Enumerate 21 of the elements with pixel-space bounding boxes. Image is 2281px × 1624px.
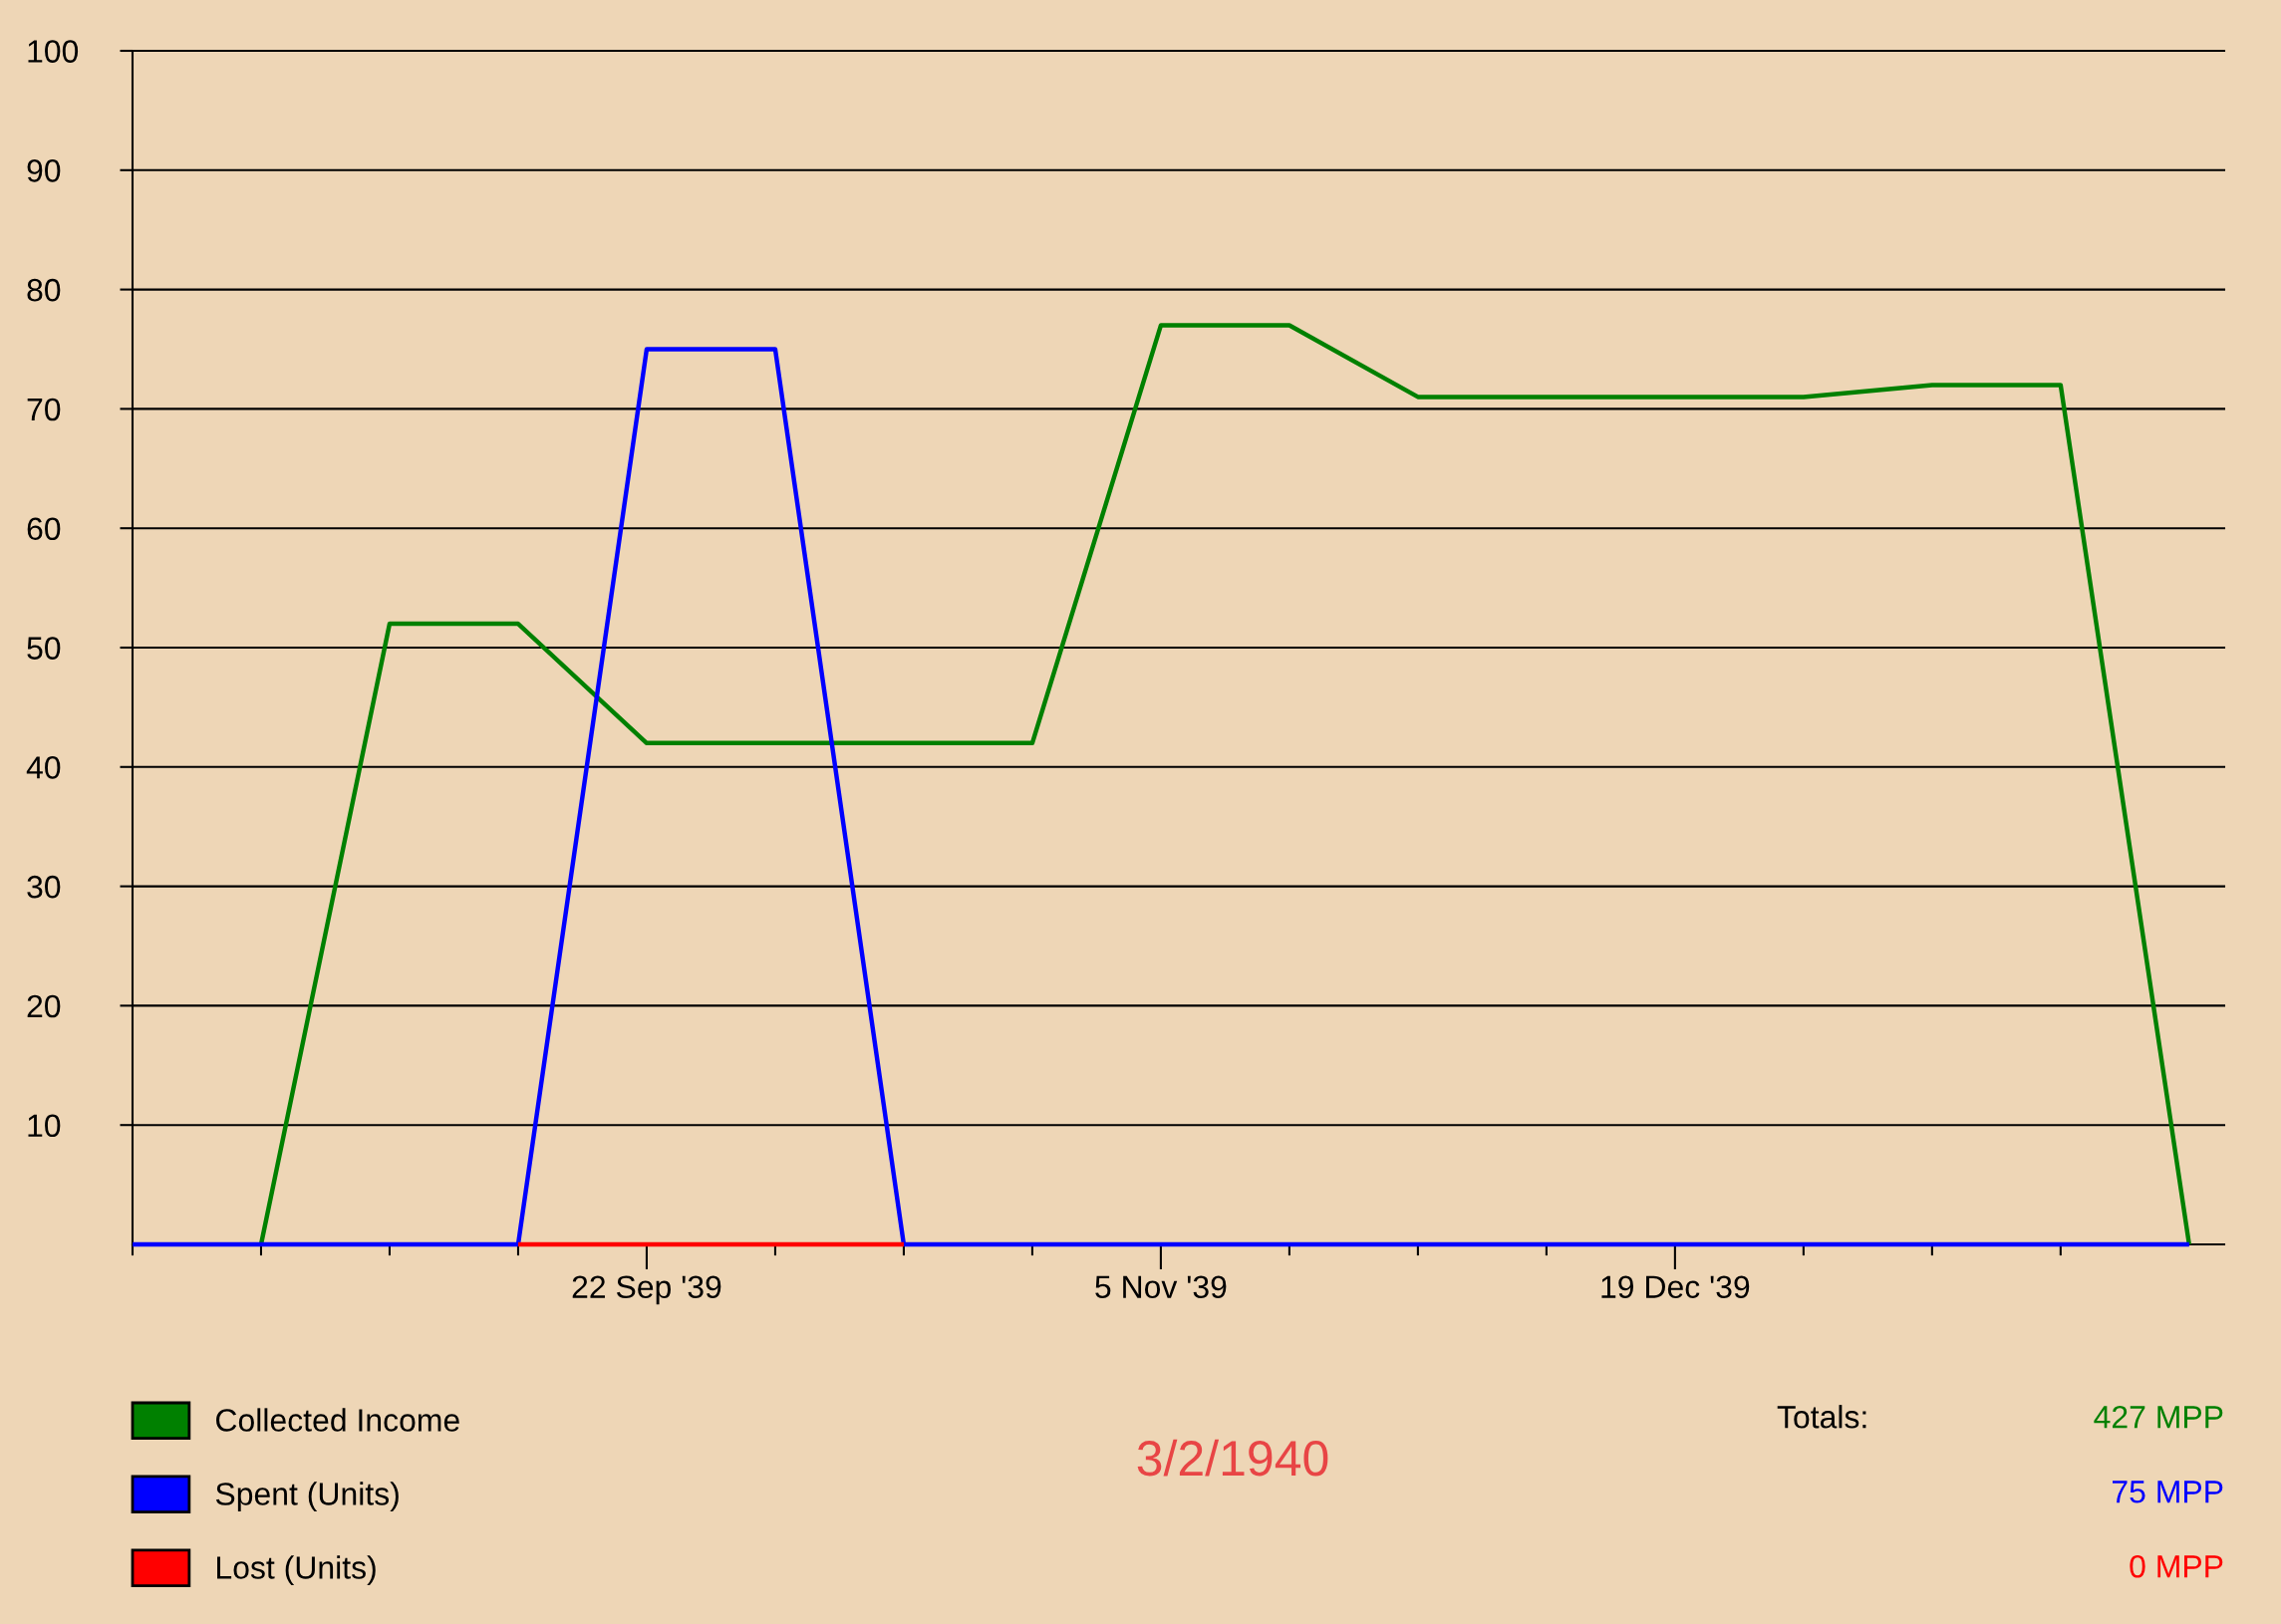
legend-label: Spent (Units) [215,1482,399,1512]
x-tick-label: 22 Sep '39 [572,1275,721,1305]
y-tick-label: 80 [27,278,61,302]
y-tick-label: 70 [27,398,61,421]
y-tick-label: 30 [27,875,61,899]
y-tick-label: 40 [26,756,61,779]
y-tick-label: 100 [28,40,79,63]
text: 75 MPP [2113,1481,2223,1503]
y-tick-label: 20 [27,994,61,1018]
text: Totals: [1777,1405,1866,1429]
x-tick-label: 5 Nov '39 [1095,1275,1227,1299]
text: 3/2/1940 [1137,1439,1328,1477]
y-tick-label: 90 [27,159,61,182]
text: 427 MPP [2094,1405,2223,1429]
y-tick-label: 50 [27,637,61,660]
legend-label: Collected Income [216,1408,459,1432]
y-tick-label: 10 [28,1114,61,1138]
x-tick-label: 19 Dec '39 [1601,1275,1750,1299]
y-tick-label: 60 [27,517,61,541]
legend-label: Lost (Units) [217,1555,376,1586]
text: 0 MPP [2130,1554,2223,1578]
